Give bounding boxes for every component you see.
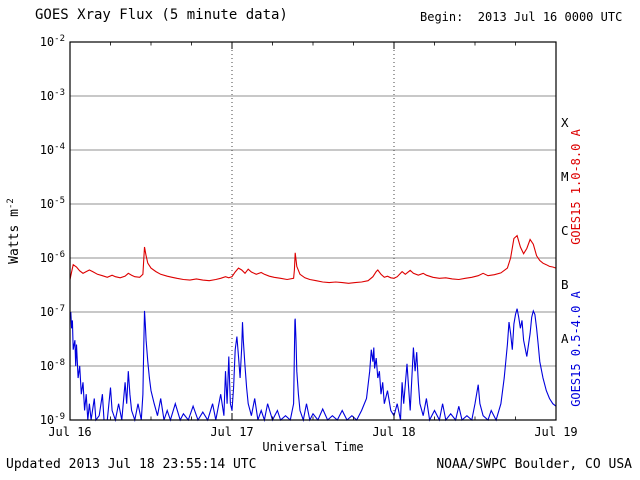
flare-class-letter: M bbox=[561, 169, 569, 184]
y-tick-label: 10-6 bbox=[40, 250, 65, 265]
flare-class-letter: X bbox=[561, 115, 569, 130]
flux-series-lines bbox=[69, 234, 557, 423]
series-right-labels: GOES15 1.0-8.0 A GOES15 0.5-4.0 A bbox=[569, 128, 583, 406]
goes15-long-label: GOES15 1.0-8.0 A bbox=[569, 128, 583, 244]
x-tick-label: Jul 17 bbox=[210, 425, 253, 439]
goes15-short-label: GOES15 0.5-4.0 A bbox=[569, 290, 583, 406]
flare-class-letter: B bbox=[561, 277, 569, 292]
flare-class-letter: A bbox=[561, 331, 569, 346]
chart-title: GOES Xray Flux (5 minute data) bbox=[35, 7, 288, 23]
long-wavelength-flux-line bbox=[69, 234, 557, 284]
flare-class-letters: X M C B A bbox=[561, 115, 569, 346]
x-tick-label: Jul 16 bbox=[48, 425, 91, 439]
x-axis-ticks: Jul 16 Jul 17 Jul 18 Jul 19 bbox=[48, 42, 578, 439]
y-tick-label: 10-5 bbox=[40, 196, 65, 211]
short-wavelength-flux-line bbox=[69, 308, 557, 423]
flare-class-letter: C bbox=[561, 223, 569, 238]
updated-timestamp: Updated 2013 Jul 18 23:55:14 UTC bbox=[6, 457, 257, 472]
y-axis-label: Watts m-2 bbox=[6, 198, 22, 264]
x-tick-label: Jul 18 bbox=[372, 425, 415, 439]
plot-frame bbox=[69, 41, 557, 421]
y-axis-label-base: Watts m bbox=[7, 209, 23, 264]
source-credit: NOAA/SWPC Boulder, CO USA bbox=[436, 457, 632, 472]
begin-timestamp: Begin: 2013 Jul 16 0000 UTC bbox=[420, 10, 623, 24]
x-axis-label: Universal Time bbox=[262, 440, 364, 454]
y-tick-label: 10-9 bbox=[40, 412, 65, 427]
y-axis-tick-labels: 10-2 10-3 10-4 10-5 10-6 10-7 10-8 10-9 bbox=[40, 34, 65, 427]
y-tick-label: 10-2 bbox=[40, 34, 65, 49]
y-tick-label: 10-8 bbox=[40, 358, 65, 373]
y-axis-label-exponent: -2 bbox=[5, 198, 16, 210]
day-boundary-dotted-lines bbox=[231, 42, 395, 420]
x-tick-label: Jul 19 bbox=[534, 425, 577, 439]
y-tick-label: 10-4 bbox=[40, 142, 65, 157]
gridlines bbox=[70, 41, 556, 421]
y-tick-label: 10-3 bbox=[40, 88, 65, 103]
y-tick-label: 10-7 bbox=[40, 304, 65, 319]
